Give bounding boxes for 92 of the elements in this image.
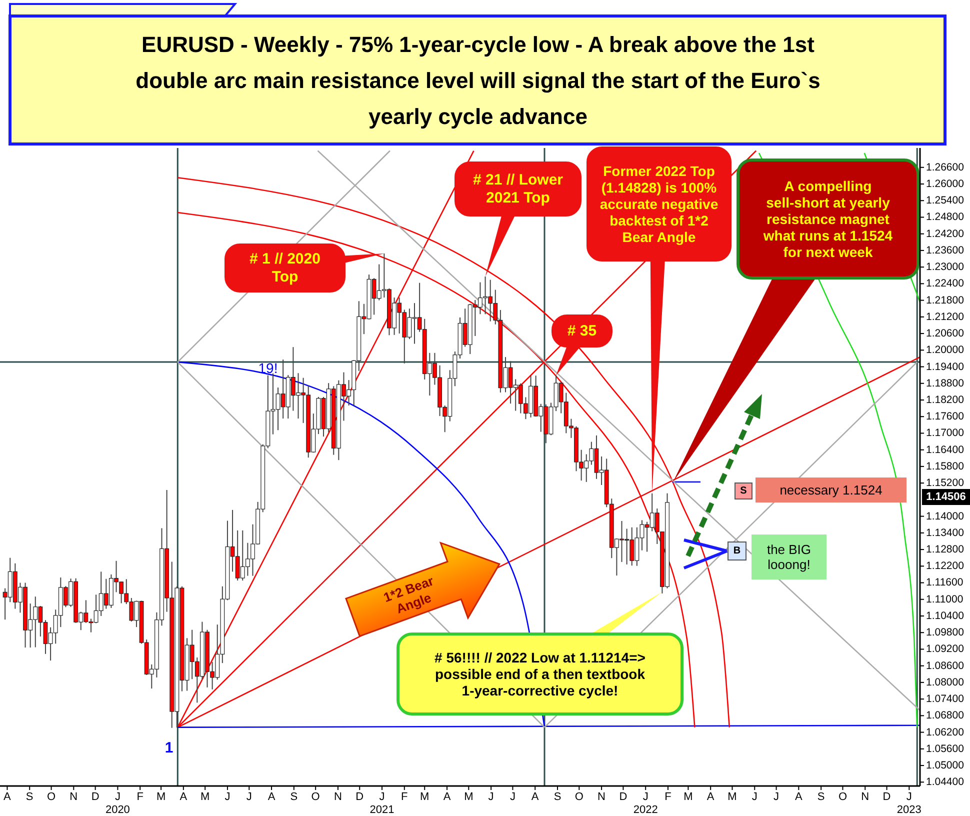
annotation: S bbox=[740, 486, 748, 496]
x-tick-label: O bbox=[838, 791, 848, 803]
x-tick-label: F bbox=[664, 791, 672, 803]
y-tick-label: 1.06800 bbox=[926, 710, 964, 722]
y-tick-label: 1.24200 bbox=[926, 228, 964, 240]
x-tick-label: N bbox=[70, 791, 78, 803]
x-tick-label: J bbox=[224, 791, 230, 803]
x-tick-label: D bbox=[91, 791, 100, 803]
x-tick-label: J bbox=[246, 791, 252, 803]
annotation: 1 bbox=[164, 740, 174, 756]
x-tick-label: J 2020 bbox=[105, 791, 130, 816]
annotation: A compelling sell-short at yearly resistance magnet what runs at 1.1524 for next week bbox=[762, 178, 893, 260]
y-tick-label: 1.19400 bbox=[926, 360, 964, 373]
x-tick-label: J 2021 bbox=[370, 791, 394, 816]
x-tick-label: N bbox=[598, 791, 606, 803]
y-tick-label: 1.12200 bbox=[926, 560, 964, 572]
x-tick-label: A bbox=[180, 791, 188, 803]
x-tick-label: O bbox=[574, 791, 584, 803]
y-tick-label: 1.05600 bbox=[926, 742, 964, 755]
annotation: necessary 1.1524 bbox=[780, 482, 882, 498]
y-tick-label: 1.04400 bbox=[926, 776, 964, 788]
y-tick-label: 1.11600 bbox=[926, 576, 964, 589]
y-tick-label: 1.20000 bbox=[926, 344, 964, 356]
annotation: the BIG looong! bbox=[766, 542, 812, 572]
x-tick-label: F bbox=[401, 791, 408, 803]
x-tick-label: M bbox=[156, 791, 166, 803]
x-tick-label: F bbox=[136, 791, 144, 803]
y-tick-label: 1.17600 bbox=[926, 410, 964, 423]
y-tick-label: 1.22400 bbox=[926, 278, 964, 290]
x-tick-label: M bbox=[200, 791, 210, 803]
annotation: # 21 // Lower 2021 Top bbox=[472, 172, 564, 206]
x-tick-label: N bbox=[861, 791, 870, 803]
x-tick-label: D bbox=[882, 791, 891, 803]
x-tick-label: A bbox=[706, 791, 715, 803]
x-tick-label: S bbox=[290, 791, 298, 803]
x-tick-label: S bbox=[554, 791, 562, 803]
y-tick-label: 1.16400 bbox=[926, 444, 964, 456]
y-tick-label: 1.20600 bbox=[926, 328, 964, 340]
x-tick-label: M bbox=[728, 791, 737, 803]
y-tick-label: 1.08000 bbox=[926, 676, 964, 688]
y-tick-label: 1.07400 bbox=[926, 693, 964, 706]
x-tick-label: J bbox=[510, 791, 516, 803]
y-tick-label: 1.18200 bbox=[926, 394, 964, 406]
y-tick-label: 1.26600 bbox=[926, 161, 964, 174]
annotation: B bbox=[733, 546, 741, 556]
y-tick-label: 1.18800 bbox=[926, 377, 964, 390]
y-tick-label: 1.09800 bbox=[926, 626, 964, 639]
x-tick-label: J bbox=[752, 791, 758, 803]
x-tick-label: A bbox=[4, 791, 12, 803]
x-tick-label: A bbox=[795, 791, 804, 803]
x-tick-label: J 2023 bbox=[896, 791, 922, 816]
y-tick-label: 1.11000 bbox=[926, 593, 964, 606]
x-tick-label: O bbox=[46, 791, 56, 803]
x-tick-label: A bbox=[531, 791, 540, 803]
x-tick-label: A bbox=[268, 791, 276, 803]
x-tick-label: S bbox=[817, 791, 825, 803]
x-tick-label: J bbox=[488, 791, 494, 803]
x-tick-label: D bbox=[356, 791, 364, 803]
x-tick-label: J bbox=[774, 791, 780, 803]
x-tick-label: S bbox=[26, 791, 34, 803]
annotation: 1*2 Bear Angle bbox=[382, 573, 436, 616]
annotation: # 35 bbox=[567, 322, 597, 340]
y-tick-label: 1.13400 bbox=[926, 526, 964, 539]
text: 1.14506 bbox=[926, 491, 966, 503]
x-tick-label: A bbox=[443, 791, 452, 803]
y-tick-label: 1.15800 bbox=[926, 460, 964, 472]
y-tick-label: 1.06200 bbox=[926, 726, 964, 738]
y-tick-label: 1.14000 bbox=[926, 510, 964, 522]
x-tick-label: J 2022 bbox=[633, 791, 658, 816]
y-tick-label: 1.26000 bbox=[926, 178, 964, 190]
chart-title: EURUSD - Weekly - 75% 1-year-cycle low - A break above the 1st double arc main resistance level will signal the start of the Euro`s yearly cycle advance bbox=[136, 32, 820, 129]
y-tick-label: 1.23000 bbox=[926, 261, 964, 274]
x-tick-label: M bbox=[464, 791, 474, 803]
x-tick-label: O bbox=[311, 791, 320, 803]
y-tick-label: 1.09200 bbox=[926, 643, 964, 656]
x-tick-label: M bbox=[420, 791, 430, 803]
y-tick-label: 1.25400 bbox=[926, 194, 964, 207]
y-tick-label: 1.15200 bbox=[926, 477, 964, 490]
y-tick-label: 1.24800 bbox=[926, 211, 964, 224]
x-tick-label: D bbox=[619, 791, 628, 803]
y-tick-label: 1.21800 bbox=[926, 294, 964, 306]
y-tick-label: 1.21200 bbox=[926, 310, 964, 323]
x-tick-label: N bbox=[334, 791, 342, 803]
y-tick-label: 1.23600 bbox=[926, 244, 964, 256]
y-tick-label: 1.08600 bbox=[926, 660, 964, 672]
y-tick-label: 1.10400 bbox=[926, 610, 964, 622]
y-tick-label: 1.12800 bbox=[926, 544, 964, 556]
y-tick-label: 1.05000 bbox=[926, 760, 964, 772]
annotation: # 56!!!! // 2022 Low at 1.11214=> possible end of a then textbook 1-year-corrective cycle! bbox=[434, 650, 646, 698]
x-tick-label: M bbox=[684, 791, 693, 803]
y-tick-label: 1.17000 bbox=[926, 427, 964, 440]
annotation: Former 2022 Top (1.14828) is 100% accurate negative backtest of 1*2 Bear Angle bbox=[600, 163, 718, 245]
